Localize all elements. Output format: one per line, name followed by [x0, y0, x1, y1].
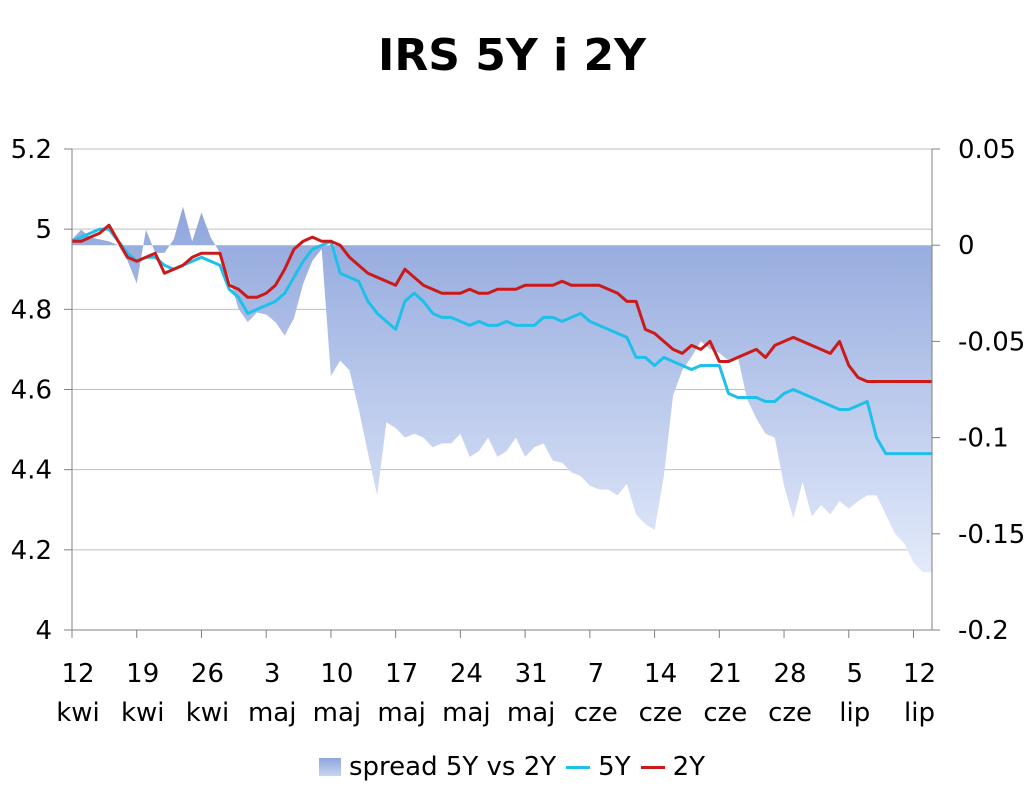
- x-tick-day: 24: [450, 659, 483, 689]
- x-tick-month: cze: [639, 698, 683, 728]
- chart-title: IRS 5Y i 2Y: [378, 30, 646, 81]
- legend-label-5y: 5Y: [598, 752, 631, 782]
- x-tick-day: 26: [191, 659, 224, 689]
- left-tick-label: 4: [35, 616, 52, 646]
- x-tick-month: cze: [703, 698, 747, 728]
- legend-swatch-2y: [640, 765, 665, 769]
- x-tick-day: 17: [385, 659, 418, 689]
- left-tick-label: 5: [35, 215, 52, 245]
- x-tick-day: 12: [903, 659, 936, 689]
- legend-item-spread: spread 5Y vs 2Y: [318, 752, 557, 782]
- legend-swatch-5y: [566, 765, 591, 769]
- axes-layer: [64, 148, 940, 638]
- x-tick-day: 31: [515, 659, 548, 689]
- x-tick-month: maj: [377, 698, 425, 728]
- x-tick-day: 3: [264, 659, 281, 689]
- left-tick-label: 4.8: [11, 295, 52, 325]
- x-axis-ticks: 12 kwi 19 kwi 26 kwi 3 maj 10 maj 17 maj 24 maj 31 maj 7…: [56, 659, 936, 728]
- series-lines-layer: [71, 223, 932, 456]
- right-tick-label: 0.05: [958, 135, 1016, 165]
- right-tick-label: -0.2: [958, 616, 1009, 646]
- spread-area: [72, 206, 932, 573]
- left-tick-label: 4.2: [11, 536, 52, 566]
- x-tick-day: 14: [644, 659, 677, 689]
- legend-label-spread: spread 5Y vs 2Y: [348, 752, 557, 782]
- left-axis-ticks: 4 4.2 4.4 4.6 4.8 5 5.2: [11, 135, 52, 646]
- legend-label-2y: 2Y: [672, 752, 706, 782]
- x-tick-day: 12: [61, 659, 94, 689]
- x-tick-day: 21: [709, 659, 742, 689]
- x-tick-month: cze: [768, 698, 812, 728]
- x-tick-month: kwi: [121, 698, 165, 728]
- x-tick-day: 5: [847, 659, 864, 689]
- x-tick-day: 19: [126, 659, 159, 689]
- series-line-2y: [72, 223, 932, 383]
- right-axis-ticks: -0.2 -0.15 -0.1 -0.05 0 0.05: [958, 135, 1024, 646]
- x-tick-month: maj: [442, 698, 490, 728]
- x-tick-month: kwi: [56, 698, 100, 728]
- left-tick-label: 4.6: [11, 376, 52, 406]
- legend: spread 5Y vs 2Y 5Y 2Y: [0, 752, 1024, 782]
- x-tick-month: maj: [507, 698, 555, 728]
- right-tick-label: -0.15: [958, 520, 1024, 550]
- legend-item-5y: 5Y: [566, 752, 631, 782]
- x-tick-day: 28: [773, 659, 806, 689]
- x-tick-month: lip: [904, 698, 935, 728]
- left-tick-label: 4.4: [11, 456, 52, 486]
- series-line-5y: [71, 227, 932, 456]
- x-tick-month: cze: [574, 698, 618, 728]
- x-tick-month: kwi: [186, 698, 230, 728]
- x-tick-day: 10: [320, 659, 353, 689]
- x-tick-day: 7: [588, 659, 605, 689]
- x-tick-month: maj: [248, 698, 296, 728]
- x-tick-month: lip: [839, 698, 870, 728]
- legend-swatch-spread: [318, 758, 341, 776]
- right-tick-label: -0.1: [958, 424, 1009, 454]
- right-tick-label: -0.05: [958, 327, 1024, 357]
- x-tick-month: maj: [313, 698, 361, 728]
- legend-item-2y: 2Y: [640, 752, 706, 782]
- left-tick-label: 5.2: [11, 135, 52, 165]
- spread-area-layer: [72, 206, 932, 573]
- right-tick-label: 0: [958, 231, 975, 261]
